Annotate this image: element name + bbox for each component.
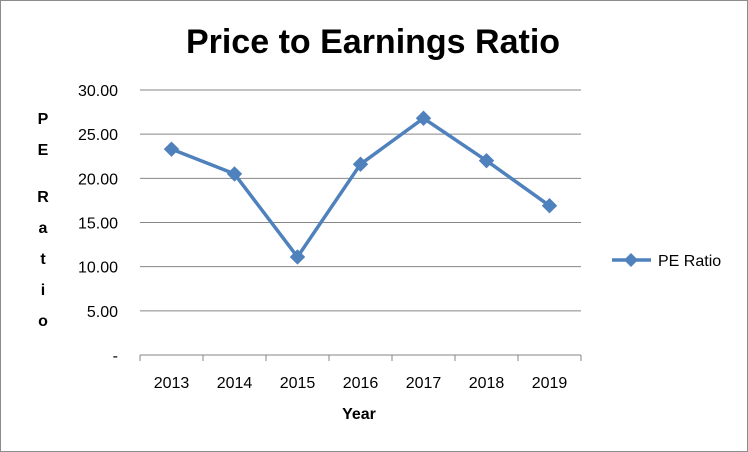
x-axis-label: Year (342, 406, 376, 423)
y-axis-label: PE Ratio (37, 111, 49, 330)
y-tick-label: 5.00 (87, 304, 118, 321)
data-point (289, 249, 306, 265)
y-tick-label: - (113, 348, 118, 365)
y-axis-label-char: R (37, 189, 49, 206)
y-tick-label: 25.00 (78, 127, 118, 144)
series-pe-ratio (163, 110, 558, 265)
y-tick-label: 20.00 (78, 171, 118, 188)
data-point (415, 110, 432, 126)
y-axis-label-char: E (38, 142, 49, 159)
data-point (352, 156, 369, 172)
y-tick-label: 30.00 (78, 83, 118, 100)
y-axis-label-char: t (40, 251, 46, 268)
data-point (478, 152, 495, 169)
x-tick-label: 2019 (532, 375, 568, 392)
legend: PE Ratio (612, 253, 721, 270)
data-point (163, 141, 180, 157)
x-tick-label: 2013 (154, 375, 190, 392)
legend-marker (624, 253, 638, 267)
y-tick-label: 15.00 (78, 216, 118, 233)
x-tick-labels: 2013 2014 2015 2016 2017 2018 2019 (139, 355, 582, 392)
x-tick-label: 2017 (406, 375, 442, 392)
y-axis-label-char: i (41, 282, 45, 299)
y-axis-label-char: a (39, 220, 48, 237)
x-tick-label: 2018 (469, 375, 505, 392)
x-tick-label: 2014 (217, 375, 253, 392)
y-axis-label-char: P (38, 111, 49, 128)
y-axis-label-char: o (38, 313, 48, 330)
gridlines (140, 89, 581, 312)
x-tick-label: 2016 (343, 375, 379, 392)
series-line (170, 116, 551, 259)
data-point (541, 198, 558, 214)
chart-title: Price to Earnings Ratio (186, 23, 560, 61)
data-point (226, 166, 243, 182)
y-tick-labels: - 5.00 10.00 15.00 20.00 25.00 30.00 (78, 83, 118, 365)
legend-label: PE Ratio (658, 253, 721, 270)
y-tick-label: 10.00 (78, 260, 118, 277)
x-tick-label: 2015 (280, 375, 316, 392)
